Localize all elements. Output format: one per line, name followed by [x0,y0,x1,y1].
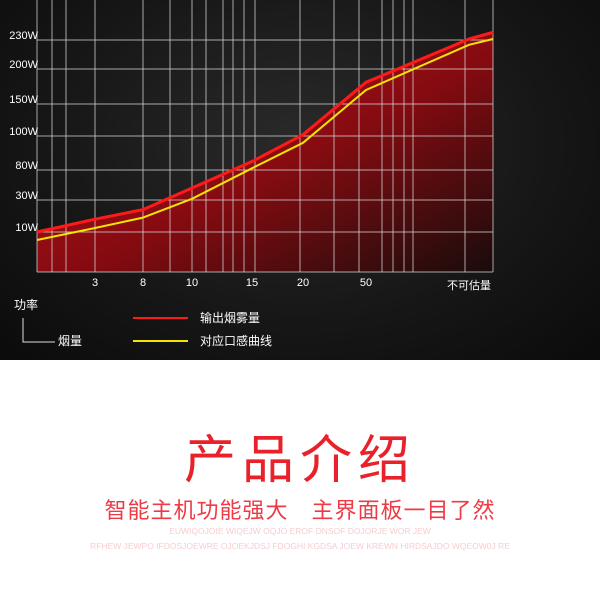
y-axis-title: 功率 [14,298,39,312]
legend-swatch-red [133,317,188,319]
y-tick-label: 30W [15,190,38,202]
y-tick-label: 10W [15,222,38,234]
x-tick-label: 不可估量 [447,280,491,292]
legend-label-output: 输出烟雾量 [200,311,261,325]
section-subtitle: 智能主机功能强大 主界面板一目了然 [104,499,496,524]
x-tick-label: 20 [296,277,310,289]
axis-bracket [22,318,55,343]
y-tick-label: 100W [9,126,38,138]
y-tick-label: 230W [9,30,38,42]
decorative-text-1: EUWIQOJOIE WIQEJW OQJO EROF DNSOF DOJORJ… [169,526,431,536]
decorative-text-2: RFHEW JEWPO IFDOSJOEWRE OJOEKJDSJ FDOGHI… [90,541,510,551]
y-tick-label: 150W [9,94,38,106]
chart [22,0,494,343]
legend-label-taste: 对应口感曲线 [200,334,273,348]
section-title: 产品介绍 [183,431,416,491]
x-tick-label: 10 [185,277,199,289]
x-tick-label: 50 [359,277,373,289]
series-area-0 [37,32,493,272]
x-axis-title: 烟量 [58,334,83,348]
x-tick-label: 15 [245,277,259,289]
x-tick-label: 8 [139,277,147,289]
y-tick-label: 80W [15,160,38,172]
y-tick-label: 200W [9,59,38,71]
legend-swatch-yellow [133,340,188,342]
x-tick-label: 3 [91,277,99,289]
